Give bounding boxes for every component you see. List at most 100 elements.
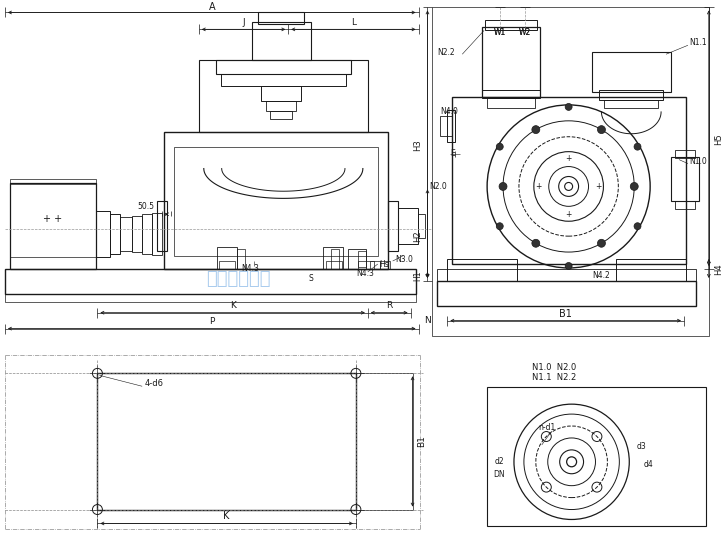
Bar: [487, 387, 706, 527]
Text: K: K: [224, 512, 230, 522]
Bar: [370, 261, 380, 269]
Circle shape: [634, 143, 641, 150]
Text: W2: W2: [519, 28, 531, 37]
Text: J: J: [242, 18, 245, 27]
Text: H1: H1: [413, 271, 422, 281]
Bar: [599, 90, 663, 100]
Text: 永嘉龙洋泵阀: 永嘉龙洋泵阀: [206, 270, 271, 288]
Bar: [417, 214, 425, 238]
Bar: [485, 20, 537, 30]
Bar: [438, 269, 696, 281]
Text: n-d1: n-d1: [538, 422, 555, 431]
Circle shape: [496, 143, 503, 150]
Bar: [267, 101, 296, 111]
Circle shape: [598, 239, 606, 247]
Bar: [199, 60, 368, 132]
Bar: [258, 12, 304, 25]
Text: N1.1: N1.1: [689, 38, 707, 47]
Text: N1.1  N2.2: N1.1 N2.2: [532, 373, 576, 382]
Bar: [348, 249, 366, 269]
Bar: [447, 110, 455, 142]
Bar: [262, 86, 301, 101]
Bar: [388, 201, 398, 251]
Text: N2.0: N2.0: [430, 182, 447, 191]
Bar: [10, 257, 97, 269]
Bar: [216, 60, 351, 74]
Bar: [252, 22, 311, 60]
Text: N4.3: N4.3: [356, 270, 373, 278]
Text: W1: W1: [494, 28, 506, 37]
Bar: [331, 249, 339, 269]
Bar: [398, 208, 417, 244]
Bar: [675, 150, 695, 158]
Text: N4.0: N4.0: [441, 107, 459, 116]
Bar: [97, 373, 356, 509]
Bar: [221, 74, 346, 86]
Text: B1: B1: [417, 436, 426, 447]
Bar: [482, 90, 540, 98]
Circle shape: [634, 223, 641, 230]
Text: S: S: [309, 274, 314, 284]
Bar: [97, 211, 110, 257]
Bar: [218, 261, 234, 269]
Circle shape: [532, 239, 540, 247]
Text: Hs: Hs: [379, 261, 389, 270]
Bar: [110, 214, 120, 254]
Text: N3.0: N3.0: [396, 255, 414, 263]
Bar: [236, 249, 244, 269]
Text: L: L: [351, 18, 356, 27]
Bar: [132, 216, 142, 252]
Text: +: +: [536, 182, 542, 191]
Text: 50.5: 50.5: [137, 202, 154, 211]
Bar: [616, 259, 686, 281]
Circle shape: [565, 104, 572, 111]
Text: W1: W1: [494, 28, 506, 37]
Text: H4: H4: [715, 263, 721, 275]
Bar: [591, 52, 671, 92]
Bar: [433, 7, 709, 335]
Text: N4.3: N4.3: [242, 264, 260, 273]
Bar: [120, 217, 132, 251]
Text: + +: + +: [43, 214, 62, 224]
Text: 4-d6: 4-d6: [144, 379, 163, 388]
Bar: [604, 100, 658, 108]
Bar: [671, 156, 699, 201]
Bar: [358, 251, 366, 267]
Bar: [5, 269, 415, 294]
Text: H3: H3: [413, 139, 422, 151]
Bar: [217, 247, 236, 269]
Bar: [441, 116, 452, 136]
Circle shape: [598, 125, 606, 134]
Bar: [487, 98, 535, 108]
Circle shape: [496, 223, 503, 230]
Bar: [326, 261, 342, 269]
Circle shape: [499, 183, 507, 191]
Bar: [438, 281, 696, 306]
Bar: [5, 294, 415, 302]
Text: d2: d2: [494, 457, 504, 466]
Text: +: +: [565, 154, 572, 163]
Bar: [10, 184, 97, 269]
Text: K: K: [230, 301, 236, 310]
Circle shape: [565, 263, 572, 270]
Bar: [452, 97, 686, 264]
Text: N1.0: N1.0: [689, 157, 707, 166]
Text: N: N: [425, 316, 431, 325]
Bar: [164, 132, 388, 269]
Text: E: E: [450, 149, 455, 158]
Bar: [10, 179, 97, 184]
Text: d3: d3: [637, 442, 646, 451]
Text: N1.0  N2.0: N1.0 N2.0: [532, 363, 576, 372]
Text: N2.2: N2.2: [438, 48, 455, 57]
Text: B1: B1: [559, 309, 572, 319]
Text: H5: H5: [715, 133, 721, 145]
Bar: [380, 261, 389, 269]
Text: DN: DN: [493, 470, 505, 479]
Bar: [358, 261, 373, 269]
Bar: [142, 214, 152, 254]
Text: N4.2: N4.2: [593, 271, 610, 280]
Bar: [675, 201, 695, 209]
Bar: [270, 111, 292, 119]
Bar: [323, 247, 343, 269]
Text: +: +: [596, 182, 601, 191]
